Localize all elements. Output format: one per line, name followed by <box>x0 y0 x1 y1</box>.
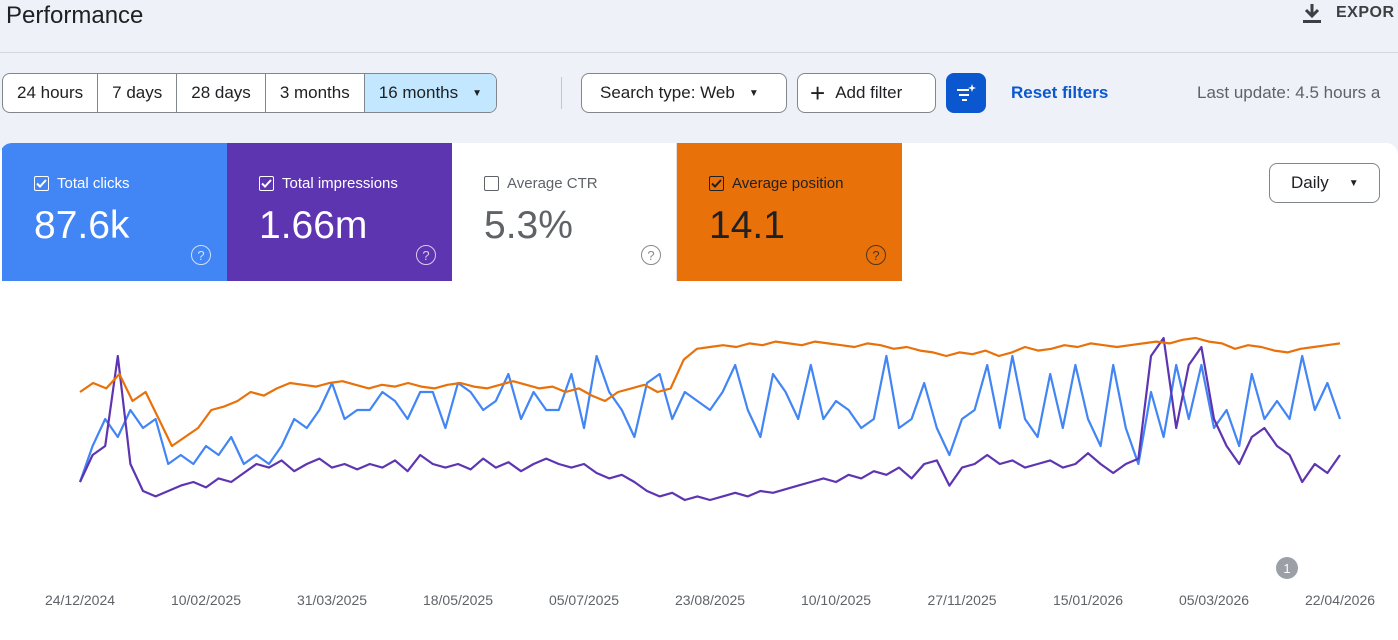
metric-label: Total clicks <box>57 175 130 192</box>
metric-card-average-position[interactable]: Average position 14.1 ? <box>677 143 902 281</box>
plus-icon: + <box>810 78 826 108</box>
series-line-total-impressions <box>79 336 1341 502</box>
x-tick-label: 15/01/2026 <box>1053 592 1123 608</box>
range-16-months[interactable]: 16 months ▼ <box>364 74 497 112</box>
last-update-text: Last update: 4.5 hours a <box>1197 83 1381 102</box>
x-tick-label: 31/03/2025 <box>297 592 367 608</box>
filter-toolbar: 24 hours 7 days 28 days 3 months 16 mont… <box>0 73 1398 114</box>
annotation-badge[interactable]: 1 <box>1276 557 1298 579</box>
reset-filters-link[interactable]: Reset filters <box>1011 83 1109 102</box>
filter-sparkle-icon <box>957 84 976 101</box>
caret-down-icon: ▼ <box>472 87 483 99</box>
page-header: Performance EXPOR <box>0 0 1398 53</box>
range-7-days[interactable]: 7 days <box>98 74 178 112</box>
metric-value: 14.1 <box>709 204 785 247</box>
range-28-days[interactable]: 28 days <box>177 74 266 112</box>
series-line-average-position <box>79 336 1341 448</box>
caret-down-icon: ▼ <box>1348 177 1359 189</box>
annotation-badge-label: 1 <box>1283 561 1290 576</box>
checkbox-checked-icon[interactable] <box>259 176 274 191</box>
export-button[interactable]: EXPOR <box>1302 2 1395 24</box>
checkbox-checked-icon[interactable] <box>34 176 49 191</box>
x-tick-label: 10/10/2025 <box>801 592 871 608</box>
metric-label: Average position <box>732 175 844 192</box>
metric-value: 1.66m <box>259 204 368 247</box>
toolbar-divider <box>561 77 562 109</box>
caret-down-icon: ▼ <box>748 87 759 99</box>
series-line-total-clicks <box>78 354 1342 483</box>
range-24-hours[interactable]: 24 hours <box>3 74 99 112</box>
metric-label: Total impressions <box>282 175 398 192</box>
add-filter-label: Add filter <box>835 83 903 102</box>
granularity-dropdown[interactable]: Daily ▼ <box>1269 163 1380 203</box>
range-16-months-label: 16 months <box>378 83 459 102</box>
granularity-label: Daily <box>1291 173 1329 192</box>
x-tick-label: 10/02/2025 <box>171 592 241 608</box>
x-tick-label: 23/08/2025 <box>675 592 745 608</box>
download-icon <box>1303 4 1321 23</box>
add-filter-button[interactable]: + Add filter <box>797 73 936 113</box>
metric-value: 87.6k <box>34 204 130 247</box>
metric-card-total-clicks[interactable]: Total clicks 87.6k ? <box>2 143 227 281</box>
performance-chart-panel: 24/12/2024 10/02/2025 31/03/2025 18/05/2025… <box>0 143 1398 640</box>
x-tick-label: 05/03/2026 <box>1179 592 1249 608</box>
x-tick-label: 05/07/2025 <box>549 592 619 608</box>
range-3-months[interactable]: 3 months <box>266 74 365 112</box>
help-icon[interactable]: ? <box>416 245 436 265</box>
help-icon[interactable]: ? <box>866 245 886 265</box>
metric-label: Average CTR <box>507 175 598 192</box>
metric-card-average-ctr[interactable]: Average CTR 5.3% ? <box>452 143 677 281</box>
help-icon[interactable]: ? <box>191 245 211 265</box>
x-tick-label: 27/11/2025 <box>927 592 996 608</box>
search-type-dropdown[interactable]: Search type: Web ▼ <box>581 73 787 113</box>
x-tick-label: 24/12/2024 <box>45 592 115 608</box>
checkbox-checked-icon[interactable] <box>709 176 724 191</box>
export-label: EXPOR <box>1336 4 1395 21</box>
metric-card-total-impressions[interactable]: Total impressions 1.66m ? <box>227 143 452 281</box>
date-range-selector: 24 hours 7 days 28 days 3 months 16 mont… <box>2 73 498 113</box>
metric-value: 5.3% <box>484 204 573 247</box>
filter-settings-button[interactable] <box>946 73 986 113</box>
performance-line-chart: 24/12/2024 10/02/2025 31/03/2025 18/05/2025… <box>45 336 1375 608</box>
help-icon[interactable]: ? <box>641 245 661 265</box>
search-type-label: Search type: Web <box>600 83 735 102</box>
page-title: Performance <box>6 2 144 29</box>
x-tick-label: 18/05/2025 <box>423 592 493 608</box>
checkbox-unchecked-icon[interactable] <box>484 176 499 191</box>
x-tick-label: 22/04/2026 <box>1305 592 1375 608</box>
